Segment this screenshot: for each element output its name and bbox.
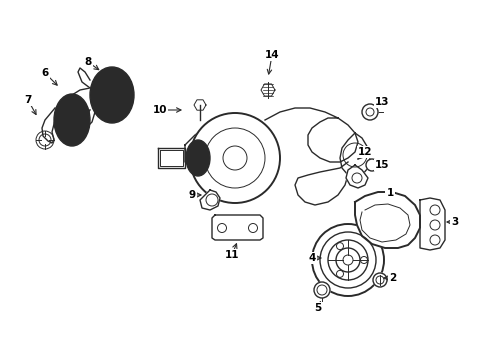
Circle shape	[365, 159, 377, 171]
Text: 13: 13	[374, 97, 388, 107]
Text: 14: 14	[264, 50, 279, 60]
Polygon shape	[194, 100, 205, 110]
Circle shape	[190, 113, 280, 203]
Polygon shape	[184, 120, 264, 182]
Circle shape	[36, 131, 54, 149]
Polygon shape	[419, 198, 444, 250]
Text: 11: 11	[224, 250, 239, 260]
Polygon shape	[354, 192, 419, 248]
Ellipse shape	[54, 94, 90, 146]
Polygon shape	[70, 88, 90, 112]
Text: 9: 9	[188, 190, 195, 200]
Text: 2: 2	[388, 273, 396, 283]
Polygon shape	[200, 190, 220, 210]
Text: 8: 8	[84, 57, 91, 67]
Ellipse shape	[185, 140, 209, 176]
Polygon shape	[158, 148, 184, 168]
Polygon shape	[294, 162, 347, 205]
Text: 4: 4	[307, 253, 315, 263]
Text: 10: 10	[152, 105, 167, 115]
Text: 15: 15	[374, 160, 388, 170]
Polygon shape	[346, 165, 367, 188]
Text: 7: 7	[24, 95, 32, 105]
Text: 1: 1	[386, 188, 393, 198]
Text: 6: 6	[41, 68, 48, 78]
Polygon shape	[212, 215, 263, 240]
Text: 5: 5	[314, 303, 321, 313]
Polygon shape	[82, 110, 95, 128]
Polygon shape	[261, 84, 274, 96]
Circle shape	[372, 273, 386, 287]
Ellipse shape	[90, 67, 134, 123]
Circle shape	[361, 104, 377, 120]
Polygon shape	[339, 133, 369, 178]
Circle shape	[311, 224, 383, 296]
Polygon shape	[264, 108, 357, 162]
Text: 3: 3	[450, 217, 458, 227]
Circle shape	[313, 282, 329, 298]
Polygon shape	[78, 68, 90, 88]
Text: 12: 12	[357, 147, 371, 157]
